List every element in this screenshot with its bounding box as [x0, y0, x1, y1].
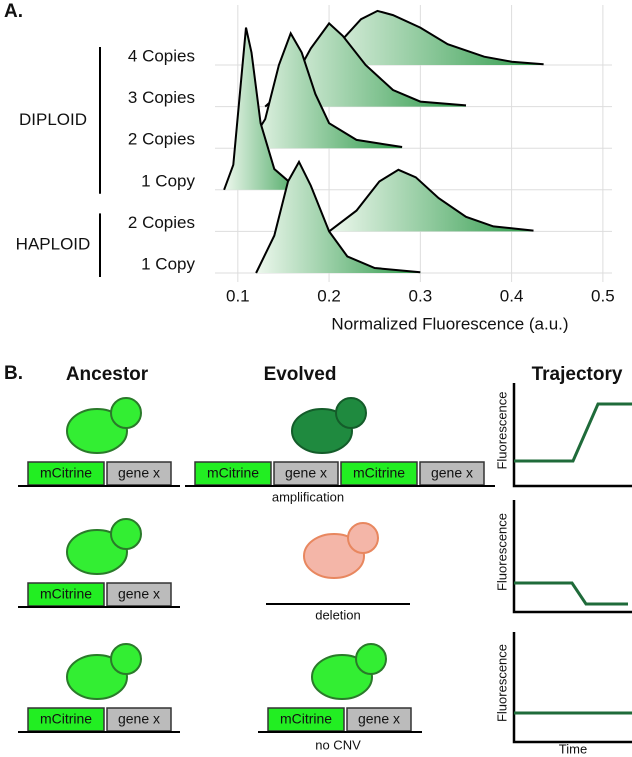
trajectory-axes — [512, 632, 632, 744]
trajectory-axes — [512, 383, 632, 488]
x-tick-label: 0.1 — [226, 286, 250, 305]
column-header: Ancestor — [66, 364, 149, 385]
caption: deletion — [315, 607, 361, 622]
caption: amplification — [272, 489, 344, 504]
gene-label: mCitrine — [40, 586, 92, 602]
row-label: 3 Copies — [128, 88, 195, 107]
column-header: Trajectory — [532, 364, 623, 385]
gene-label: mCitrine — [353, 465, 405, 481]
panel-label: A. — [4, 1, 23, 22]
x-tick-label: 0.4 — [500, 286, 524, 305]
gene-label: gene x — [118, 586, 160, 602]
ridge-line — [328, 168, 534, 233]
row-label: 2 Copies — [128, 213, 195, 232]
group-label: DIPLOID — [19, 110, 87, 129]
ridge-area — [256, 161, 421, 273]
cell-bud — [110, 397, 142, 429]
y-axis-label: Fluorescence — [494, 513, 509, 591]
x-axis-label: Time — [559, 741, 587, 756]
gene-label: mCitrine — [40, 711, 92, 727]
y-axis-label: Fluorescence — [494, 391, 509, 469]
column-header: Evolved — [264, 364, 337, 385]
gene-label: gene x — [285, 465, 327, 481]
caption: no CNV — [315, 737, 361, 752]
diagram: mCitrine gene x mCitrine gene x mCitrine gene… — [18, 383, 632, 756]
gene-label: gene x — [118, 711, 160, 727]
ridge-line — [305, 9, 544, 66]
ridge-area — [329, 169, 534, 232]
cell-bud — [335, 397, 367, 429]
row-label: 2 Copies — [128, 130, 195, 149]
ridge-line — [223, 27, 312, 191]
gene-label: gene x — [118, 465, 160, 481]
trajectory-axes — [512, 500, 632, 614]
row-label: 1 Copy — [141, 171, 195, 190]
x-tick-label: 0.2 — [317, 286, 341, 305]
x-tick-label: 0.5 — [591, 286, 615, 305]
ridge-line — [255, 159, 421, 274]
y-axis-label: Fluorescence — [494, 644, 509, 722]
cell-bud — [110, 518, 142, 550]
x-axis-label: Normalized Fluorescence (a.u.) — [331, 314, 568, 333]
gene-label: gene x — [358, 711, 400, 727]
ridgeline-chart: 0.1 0.2 0.3 0.4 0.5 Normalized Fluorescence (… — [16, 5, 615, 333]
gene-label: mCitrine — [40, 465, 92, 481]
ridge-area — [246, 33, 403, 149]
ridge-area — [224, 27, 311, 190]
row-label: 4 Copies — [128, 46, 195, 65]
x-tick-label: 0.3 — [409, 286, 433, 305]
ridge-line — [246, 31, 403, 149]
ridge-area — [306, 10, 544, 65]
gene-label: mCitrine — [207, 465, 259, 481]
trajectory-line — [514, 402, 632, 463]
cell-bud — [347, 522, 379, 554]
cell-bud — [355, 643, 387, 675]
cell-bud — [110, 643, 142, 675]
gene-label: mCitrine — [280, 711, 332, 727]
panel-label: B. — [4, 363, 23, 384]
gene-label: gene x — [431, 465, 473, 481]
row-label: 1 Copy — [141, 254, 195, 273]
trajectory-line — [514, 581, 628, 606]
group-label: HAPLOID — [16, 235, 91, 254]
